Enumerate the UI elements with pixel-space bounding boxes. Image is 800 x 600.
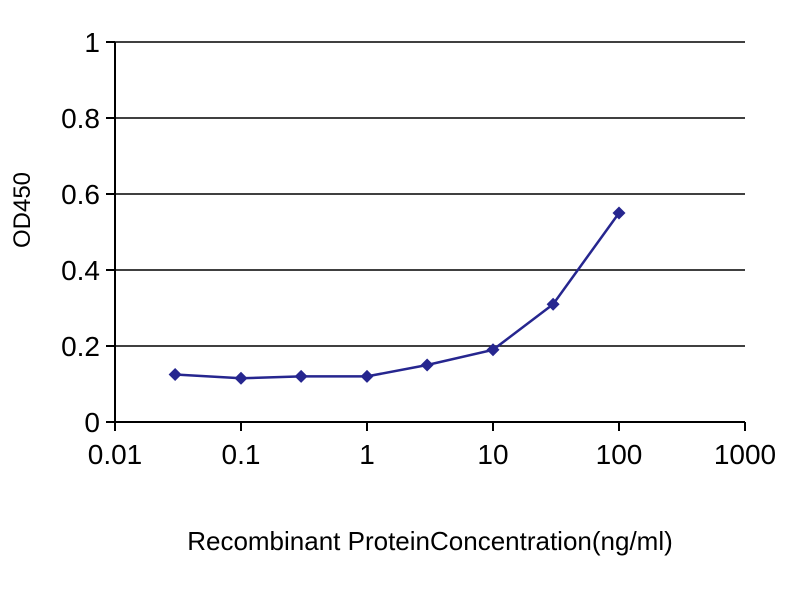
data-point-marker xyxy=(612,206,626,220)
series-line xyxy=(175,212,621,380)
y-tick-label: 0.8 xyxy=(61,103,100,134)
y-tick-label: 0 xyxy=(84,407,100,438)
x-tick-label: 10 xyxy=(477,439,508,470)
x-axis-title: Recombinant ProteinConcentration(ng/ml) xyxy=(187,526,673,556)
y-tick-label: 0.4 xyxy=(61,255,100,286)
data-point-marker xyxy=(168,368,182,381)
data-point-marker xyxy=(360,369,374,383)
x-tick-label: 0.1 xyxy=(222,439,261,470)
data-point-marker xyxy=(546,297,560,311)
x-tick-label: 0.01 xyxy=(88,439,143,470)
y-tick-label: 0.6 xyxy=(61,179,100,210)
data-point-marker xyxy=(420,358,434,372)
data-point-marker xyxy=(486,343,500,357)
x-tick-label: 100 xyxy=(596,439,643,470)
x-tick-label: 1 xyxy=(359,439,375,470)
x-tick-label: 1000 xyxy=(714,439,776,470)
data-point-marker xyxy=(234,371,248,385)
y-tick-label: 0.2 xyxy=(61,331,100,362)
y-tick-label: 1 xyxy=(84,27,100,58)
data-point-marker xyxy=(294,369,308,383)
y-axis-title: OD450 xyxy=(9,172,36,248)
plot-area: 0 0.2 0.4 0.6 0.8 1 0.01 0.1 1 10 100 1000 xyxy=(61,27,776,470)
